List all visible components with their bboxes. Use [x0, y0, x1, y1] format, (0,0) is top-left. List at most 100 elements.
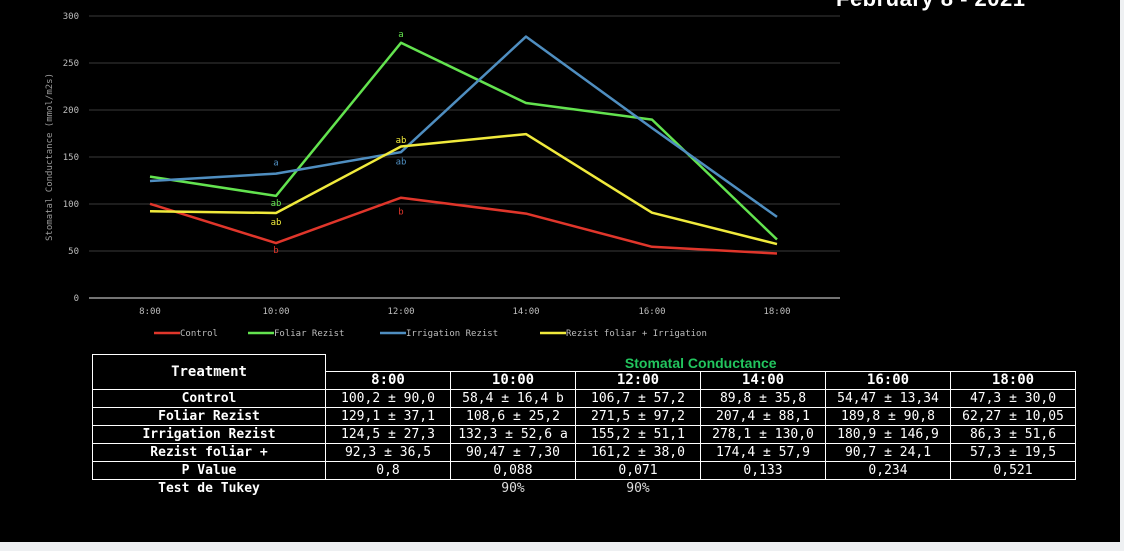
- grid-lines: [89, 15, 840, 252]
- table-cell: 106,7 ± 57,2: [575, 388, 701, 408]
- table-cell: 174,4 ± 57,9: [700, 442, 826, 462]
- table-cell: 86,3 ± 51,6: [950, 424, 1076, 444]
- legend: Control Foliar Rezist Irrigation Rezist Rez…: [154, 329, 707, 339]
- table-row: Rezist foliar +92,3 ± 36,5 90,47 ± 7,30 16…: [92, 442, 1076, 462]
- table-header-row: Treatment Stomatal Conductance: [92, 354, 1076, 390]
- table-cell: 207,4 ± 88,1: [700, 406, 826, 426]
- y-tick-label: 200: [63, 106, 79, 116]
- table-row: Foliar Rezist 129,1 ± 37,1 108,6 ± 25,2 271…: [92, 406, 1076, 426]
- table-cell: 90,7 ± 24,1: [825, 442, 951, 462]
- y-tick-label: 150: [63, 153, 79, 163]
- series-lines: [149, 35, 778, 255]
- tukey-cell: [951, 479, 1076, 497]
- x-tick-label: 10:00: [262, 307, 289, 317]
- table-cell: 0,521: [950, 460, 1076, 480]
- time-header: 14:00: [700, 370, 826, 390]
- table-cell: 57,3 ± 19,5: [950, 442, 1076, 462]
- table-row: Irrigation Rezist 124,5 ± 27,3 132,3 ± 52,…: [92, 424, 1076, 444]
- table-row: Control 100,2 ± 90,0 58,4 ± 16,4 b 106,7 ± …: [92, 388, 1076, 408]
- time-header: 10:00: [450, 370, 576, 390]
- legend-label: Irrigation Rezist: [406, 329, 498, 339]
- row-label: Foliar Rezist: [92, 406, 326, 426]
- x-tick-label: 18:00: [763, 307, 790, 317]
- x-tick-label: 16:00: [638, 307, 665, 317]
- y-tick-label: 250: [63, 59, 79, 69]
- annotation-label: a: [398, 30, 403, 40]
- tukey-cell: 90%: [501, 480, 525, 496]
- table-cell: 0,133: [700, 460, 826, 480]
- row-label: P Value: [92, 460, 326, 480]
- time-header: 8:00: [325, 370, 451, 390]
- tukey-cell: [826, 479, 951, 497]
- table-cell: 180,9 ± 146,9: [825, 424, 951, 444]
- tukey-cell: [326, 479, 451, 497]
- series-line-control: [149, 196, 778, 255]
- x-tick-label: 14:00: [512, 307, 539, 317]
- table-cell: 0,071: [575, 460, 701, 480]
- y-tick-label: 50: [68, 247, 79, 257]
- table-cell: 90,47 ± 7,30: [450, 442, 576, 462]
- time-header: 12:00: [575, 370, 701, 390]
- table-cell: 58,4 ± 16,4 b: [450, 388, 576, 408]
- row-label: Rezist foliar +: [92, 442, 326, 462]
- legend-label: Control: [180, 329, 218, 339]
- x-tick-label: 12:00: [387, 307, 414, 317]
- legend-label: Foliar Rezist: [274, 329, 344, 339]
- table-cell: 62,27 ± 10,05: [950, 406, 1076, 426]
- tukey-row: Test de Tukey 90% 90%: [93, 479, 1076, 497]
- annotation-label: ab: [396, 158, 407, 168]
- treatment-header: Treatment: [92, 354, 326, 390]
- table-cell: 108,6 ± 25,2: [450, 406, 576, 426]
- tukey-label: Test de Tukey: [158, 480, 260, 496]
- series-line-foliar-rezist: [149, 41, 778, 241]
- series-line-irrigation-rezist: [149, 35, 778, 218]
- tukey-cell: [701, 479, 826, 497]
- y-tick-label: 300: [63, 12, 79, 22]
- table-cell: 124,5 ± 27,3: [325, 424, 451, 444]
- table-cell: 155,2 ± 51,1: [575, 424, 701, 444]
- time-header: 16:00: [825, 370, 951, 390]
- legend-item-irrigation-rezist: Irrigation Rezist: [380, 329, 498, 339]
- table-cell: 129,1 ± 37,1: [325, 406, 451, 426]
- annotation-label: a: [273, 159, 278, 169]
- legend-item-control: Control: [154, 329, 218, 339]
- row-label: Control: [92, 388, 326, 408]
- table-row: P Value 0,8 0,088 0,071 0,133 0,234 0,521: [92, 460, 1076, 480]
- y-tick-label: 100: [63, 200, 79, 210]
- row-label: Irrigation Rezist: [92, 424, 326, 444]
- table-cell: 0,088: [450, 460, 576, 480]
- table-cell: 92,3 ± 36,5: [325, 442, 451, 462]
- table-cell: 271,5 ± 97,2: [575, 406, 701, 426]
- table-cell: 89,8 ± 35,8: [700, 388, 826, 408]
- table-cell: 54,47 ± 13,34: [825, 388, 951, 408]
- annotation-label: ab: [396, 136, 407, 146]
- legend-item-rezist-foliar-irrigation: Rezist foliar + Irrigation: [540, 329, 707, 339]
- annotation-label: ab: [271, 199, 282, 209]
- table-cell: 0,8: [325, 460, 451, 480]
- annotation-label: ab: [271, 218, 282, 228]
- annotation-label: b: [398, 208, 403, 218]
- annotation-label: b: [273, 246, 278, 256]
- y-axis-label: Stomatal Conductance (mmol/m2s): [45, 73, 55, 241]
- table-cell: 100,2 ± 90,0: [325, 388, 451, 408]
- line-chart: 0 50 100 150 200 250 300 8:00 10:00 12:00 14:00 16:…: [45, 12, 840, 339]
- chart-date-title: February 8 - 2021: [836, 0, 1025, 12]
- table-cell: 278,1 ± 130,0: [700, 424, 826, 444]
- table-cell: 0,234: [825, 460, 951, 480]
- table-cell: 47,3 ± 30,0: [950, 388, 1076, 408]
- x-tick-label: 8:00: [139, 307, 161, 317]
- group-title: Stomatal Conductance: [624, 354, 777, 371]
- legend-item-foliar-rezist: Foliar Rezist: [248, 329, 344, 339]
- time-header: 18:00: [950, 370, 1076, 390]
- table-cell: 189,8 ± 90,8: [825, 406, 951, 426]
- significance-annotations: a a ab ab b ab ab b: [271, 30, 407, 256]
- series-line-rezist-foliar-irrigation: [149, 132, 778, 246]
- tukey-cell: 90%: [626, 480, 650, 496]
- stomatal-conductance-table: Treatment Stomatal Conductance 8:00 10:00 12…: [92, 354, 1076, 497]
- legend-label: Rezist foliar + Irrigation: [566, 329, 707, 339]
- table-cell: 161,2 ± 38,0: [575, 442, 701, 462]
- y-tick-label: 0: [74, 294, 79, 304]
- axes: 0 50 100 150 200 250 300 8:00 10:00 12:00 14:00 16:…: [45, 12, 840, 317]
- table-cell: 132,3 ± 52,6 a: [450, 424, 576, 444]
